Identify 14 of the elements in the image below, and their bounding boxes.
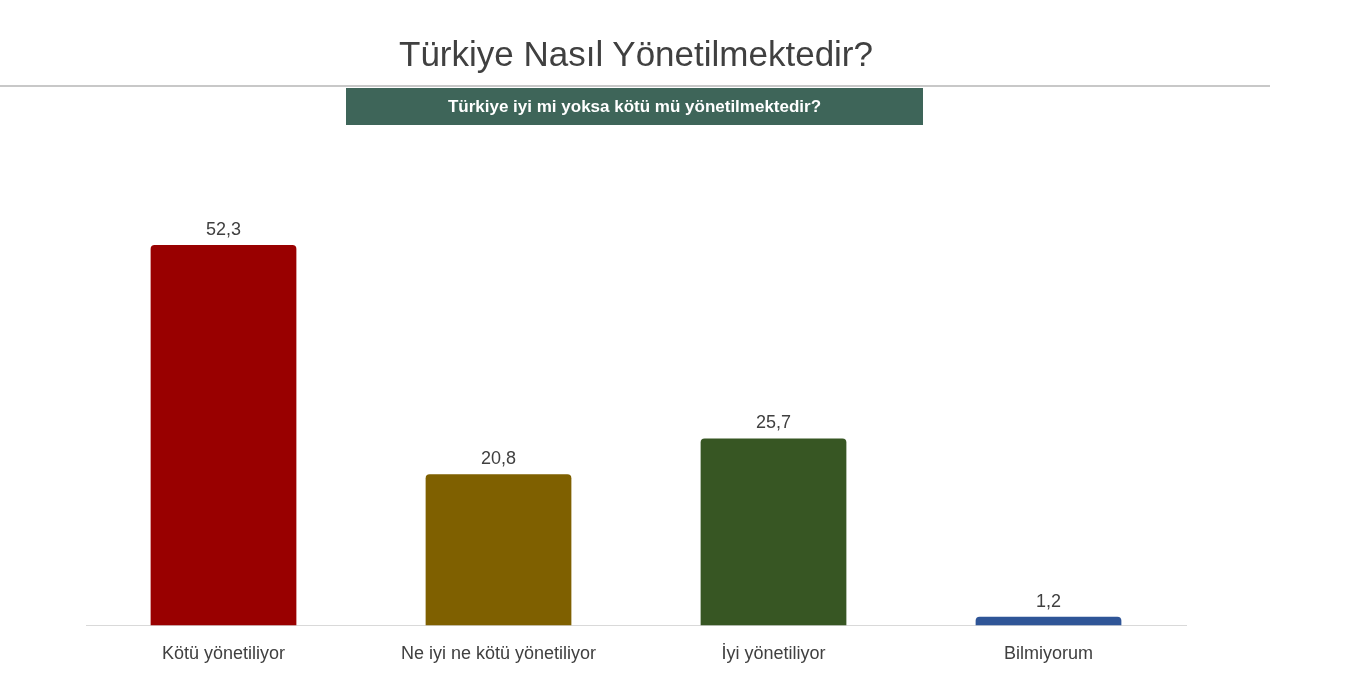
data-label: 20,8 <box>480 448 517 469</box>
data-label: 25,7 <box>755 412 792 433</box>
data-label: 52,3 <box>205 219 242 240</box>
x-tick-label: Bilmiyorum <box>1003 643 1094 664</box>
x-tick-label: Kötü yönetiliyor <box>161 643 286 664</box>
bar <box>425 474 572 626</box>
chart-title: Türkiye Nasıl Yönetilmektedir? <box>398 33 874 75</box>
bar <box>975 616 1122 626</box>
chart-subtitle: Türkiye iyi mi yoksa kötü mü yönetilmektedir? <box>346 88 923 125</box>
data-label: 1,2 <box>1035 590 1062 611</box>
x-tick-label: Ne iyi ne kötü yönetiliyor <box>400 643 597 664</box>
bar <box>700 438 847 626</box>
x-tick-label: İyi yönetiliyor <box>721 643 826 664</box>
bar <box>150 245 297 626</box>
